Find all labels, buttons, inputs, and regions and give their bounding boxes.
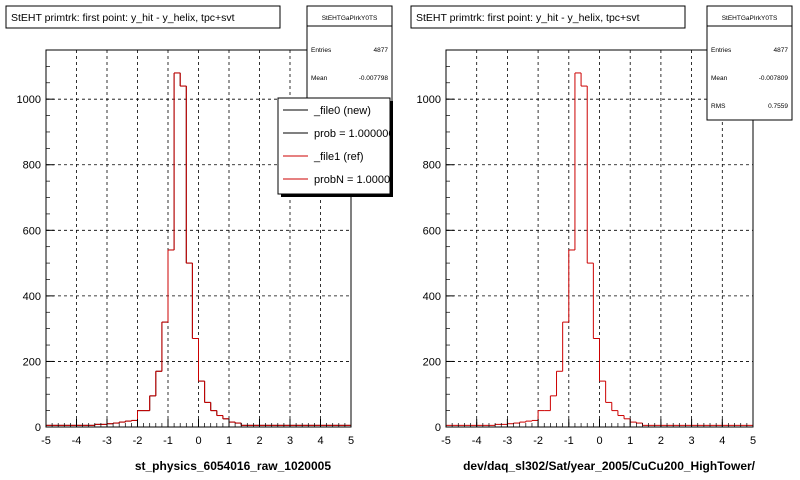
chart-title: StEHT primtrk: first point: y_hit - y_he… [416,12,640,24]
x-tick-label: 5 [348,435,354,447]
x-tick-label: 4 [317,435,323,447]
stats-value: -0.007809 [759,75,789,82]
stats-label: RMS [711,103,726,110]
stats-label: Entries [711,47,732,54]
legend-label: probN = 1.000000 [314,174,402,186]
x-tick-label: 1 [627,435,633,447]
stats-box [706,5,793,121]
y-tick-label: 0 [35,422,41,434]
series-ref-bins [446,72,753,426]
y-tick-label: 200 [23,356,41,368]
title-box [5,5,281,29]
y-tick-label: 400 [423,291,441,303]
x-tick-label: -2 [533,435,543,447]
legend-entries: _file0 (new) prob = 1.000000 _file1 (ref) p… [283,105,402,186]
stats-label: Entries [311,47,332,54]
legend-label: _file1 (ref) [313,151,364,163]
x-axis-label: dev/daq_sl302/Sat/year_2005/CuCu200_High… [463,459,756,473]
legend-label: prob = 1.000000 [314,128,394,140]
x-tick-label: 3 [689,435,695,447]
x-tick-label: -3 [503,435,513,447]
chart-title: StEHT primtrk: first point: y_hit - y_he… [11,12,235,24]
stats-label: Mean [711,75,728,82]
y-tick-label: 0 [435,422,441,434]
x-tick-label: -1 [163,435,173,447]
stats-title: StEHTGaPIrkY0TS [322,15,378,22]
y-tick-label: 400 [23,291,41,303]
legend-box [277,97,391,195]
x-tick-label: -3 [102,435,112,447]
y-tick-label: 600 [23,225,41,237]
stats-value: 4877 [774,47,789,54]
x-tick-label: -4 [472,435,482,447]
x-tick-label: 5 [750,435,756,447]
legend-label: _file0 (new) [313,105,371,117]
x-tick-label: 3 [287,435,293,447]
stats-label: Mean [311,75,328,82]
stats-box [306,5,393,107]
x-tick-label: 2 [658,435,664,447]
x-tick-label: -5 [441,435,451,447]
stats-value: 0.7559 [768,103,788,110]
x-tick-label: 0 [195,435,201,447]
x-tick-label: -2 [133,435,143,447]
x-tick-label: 0 [596,435,602,447]
y-tick-label: 1000 [17,94,41,106]
stats-value: -0.007798 [359,75,389,82]
x-tick-label: -1 [564,435,574,447]
x-tick-label: 2 [256,435,262,447]
x-tick-label: 4 [719,435,725,447]
left-histogram-panel: -5 -4 -3 -2 -1 0 1 2 3 4 5 0 200 400 600 800 1000 st_phys… [5,5,402,473]
y-tick-label: 1000 [417,94,441,106]
series-ref-bins [46,72,351,426]
x-axis-label: st_physics_6054016_raw_1020005 [135,459,331,473]
x-tick-label: -5 [41,435,51,447]
y-tick-label: 600 [423,225,441,237]
x-tick-label: -4 [72,435,82,447]
stats-value: 4877 [374,47,389,54]
right-histogram-panel: -5 -4 -3 -2 -1 0 1 2 3 4 5 0 200 400 600 800 1000 dev/daq… [410,5,793,473]
y-tick-label: 200 [423,356,441,368]
stats-title: StEHTGaPIrkY0TS [722,15,778,22]
y-tick-label: 800 [423,160,441,172]
title-box [410,5,686,29]
x-tick-label: 1 [226,435,232,447]
y-tick-label: 800 [23,160,41,172]
